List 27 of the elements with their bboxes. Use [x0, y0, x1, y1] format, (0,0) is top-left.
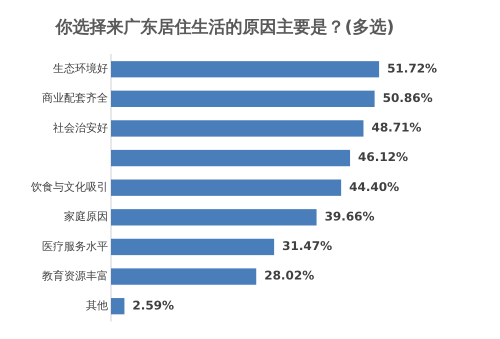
- data-label: 39.66%: [324, 209, 375, 224]
- bar: [111, 120, 364, 137]
- y-tick-label: 社会治安好: [53, 121, 108, 134]
- bar: [111, 238, 274, 256]
- bar: [111, 209, 317, 226]
- bar: [111, 150, 350, 166]
- data-label: 51.72%: [387, 61, 438, 76]
- data-label: 31.47%: [282, 239, 332, 254]
- bar: [111, 268, 256, 285]
- data-label: 44.40%: [349, 180, 400, 194]
- data-label: 50.86%: [382, 90, 433, 105]
- data-label: 48.71%: [371, 120, 422, 135]
- y-tick-label: 生态环境好: [53, 62, 108, 76]
- chart-title: 你选择来广东居住生活的原因主要是？(多选): [54, 18, 394, 38]
- y-tick-label: 教育资源丰富: [42, 269, 108, 282]
- data-label: 28.02%: [264, 268, 314, 283]
- bar: [111, 61, 380, 78]
- y-tick-label: 饮食与文化吸引: [30, 180, 108, 194]
- y-tick-label: 医疗服务水平: [42, 240, 108, 253]
- y-tick-label: 商业配套齐全: [42, 92, 108, 105]
- data-label: 2.59%: [132, 298, 174, 312]
- y-tick-label: 其他: [86, 299, 108, 312]
- bar: [111, 180, 342, 196]
- bar: [111, 298, 124, 314]
- data-label: 46.12%: [358, 150, 408, 164]
- y-tick-label: 家庭原因: [64, 210, 108, 224]
- bar: [111, 90, 375, 107]
